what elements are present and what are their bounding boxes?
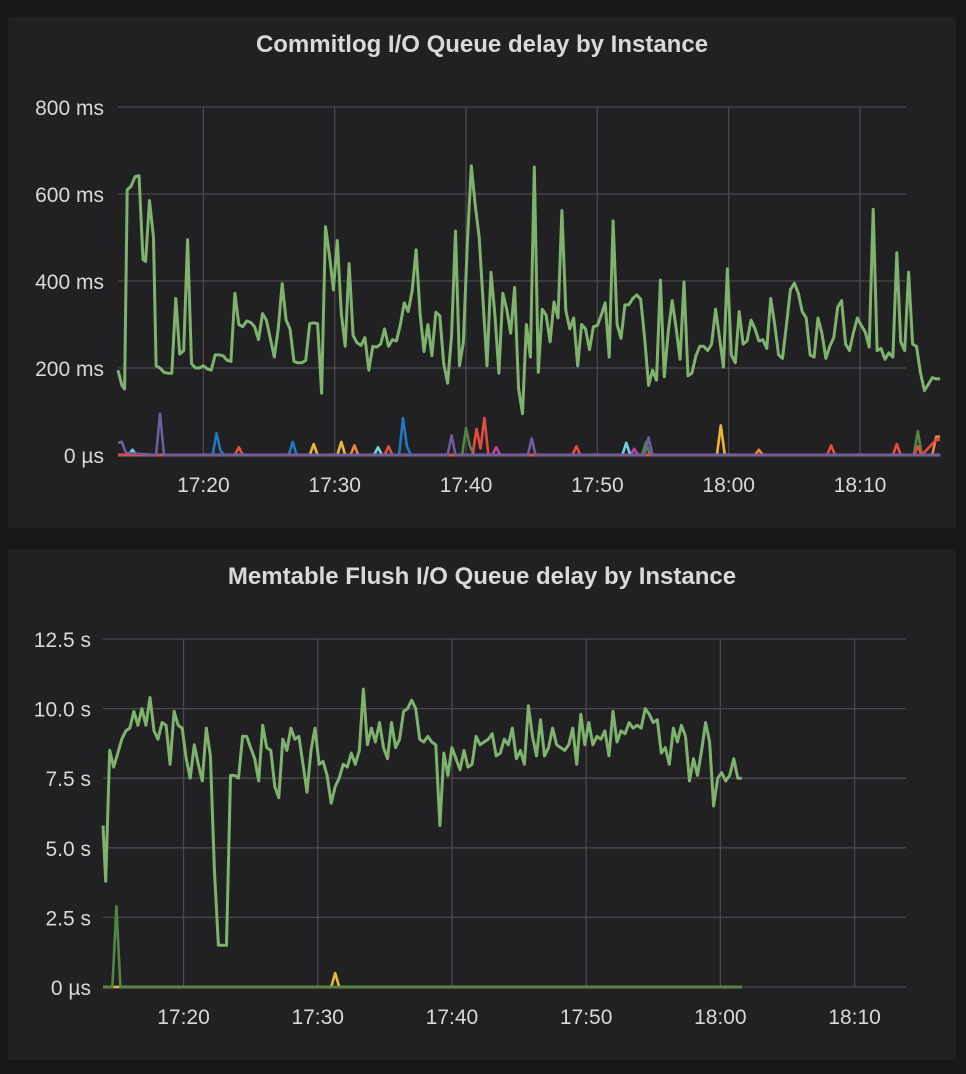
memtable-panel[interactable]: Memtable Flush I/O Queue delay by Instan… bbox=[8, 549, 956, 1060]
x-tick-label: 17:50 bbox=[560, 1006, 613, 1029]
y-tick-label: 5.0 s bbox=[45, 838, 91, 861]
x-tick-label: 18:00 bbox=[694, 1006, 747, 1029]
series-line[interactable] bbox=[101, 687, 742, 947]
x-tick-label: 17:40 bbox=[440, 474, 493, 497]
commitlog-panel[interactable]: Commitlog I/O Queue delay by Instance 0 … bbox=[8, 17, 956, 528]
y-tick-label: 400 ms bbox=[35, 271, 104, 294]
y-tick-label: 0 µs bbox=[64, 445, 104, 468]
series-line[interactable] bbox=[117, 412, 941, 457]
series-line[interactable] bbox=[118, 416, 941, 457]
series-line[interactable] bbox=[118, 435, 941, 457]
x-tick-label: 17:30 bbox=[291, 1006, 344, 1029]
y-tick-label: 2.5 s bbox=[45, 907, 91, 930]
y-tick-label: 200 ms bbox=[35, 358, 104, 381]
x-tick-label: 17:20 bbox=[177, 474, 230, 497]
x-tick-label: 17:50 bbox=[571, 474, 624, 497]
series-line[interactable] bbox=[116, 164, 941, 416]
series-line[interactable] bbox=[118, 424, 941, 457]
panel-title[interactable]: Memtable Flush I/O Queue delay by Instan… bbox=[227, 563, 737, 590]
y-tick-label: 0 µs bbox=[51, 977, 91, 1000]
x-tick-label: 17:30 bbox=[308, 474, 361, 497]
series-line[interactable] bbox=[118, 441, 941, 457]
panel-title[interactable]: Commitlog I/O Queue delay by Instance bbox=[255, 31, 709, 58]
series-line[interactable] bbox=[103, 904, 742, 989]
x-tick-label: 18:00 bbox=[702, 474, 755, 497]
y-tick-label: 10.0 s bbox=[34, 699, 91, 722]
y-tick-label: 7.5 s bbox=[45, 768, 91, 791]
memtable-chart[interactable]: 0 µs 2.5 s 5.0 s 7.5 s 10.0 s 12.5 s 17:20 17:3… bbox=[8, 549, 956, 1060]
x-tick-label: 17:40 bbox=[426, 1006, 479, 1029]
y-tick-label: 800 ms bbox=[35, 97, 104, 120]
commitlog-chart[interactable]: 0 µs 200 ms 400 ms 600 ms 800 ms 17:20 17:30 17… bbox=[8, 17, 956, 528]
x-tick-label: 18:10 bbox=[834, 474, 887, 497]
x-tick-label: 18:10 bbox=[828, 1006, 881, 1029]
x-tick-label: 17:20 bbox=[157, 1006, 210, 1029]
y-tick-label: 12.5 s bbox=[34, 629, 91, 652]
series-line[interactable] bbox=[118, 426, 941, 457]
y-tick-label: 600 ms bbox=[35, 184, 104, 207]
series-line[interactable] bbox=[103, 971, 742, 989]
